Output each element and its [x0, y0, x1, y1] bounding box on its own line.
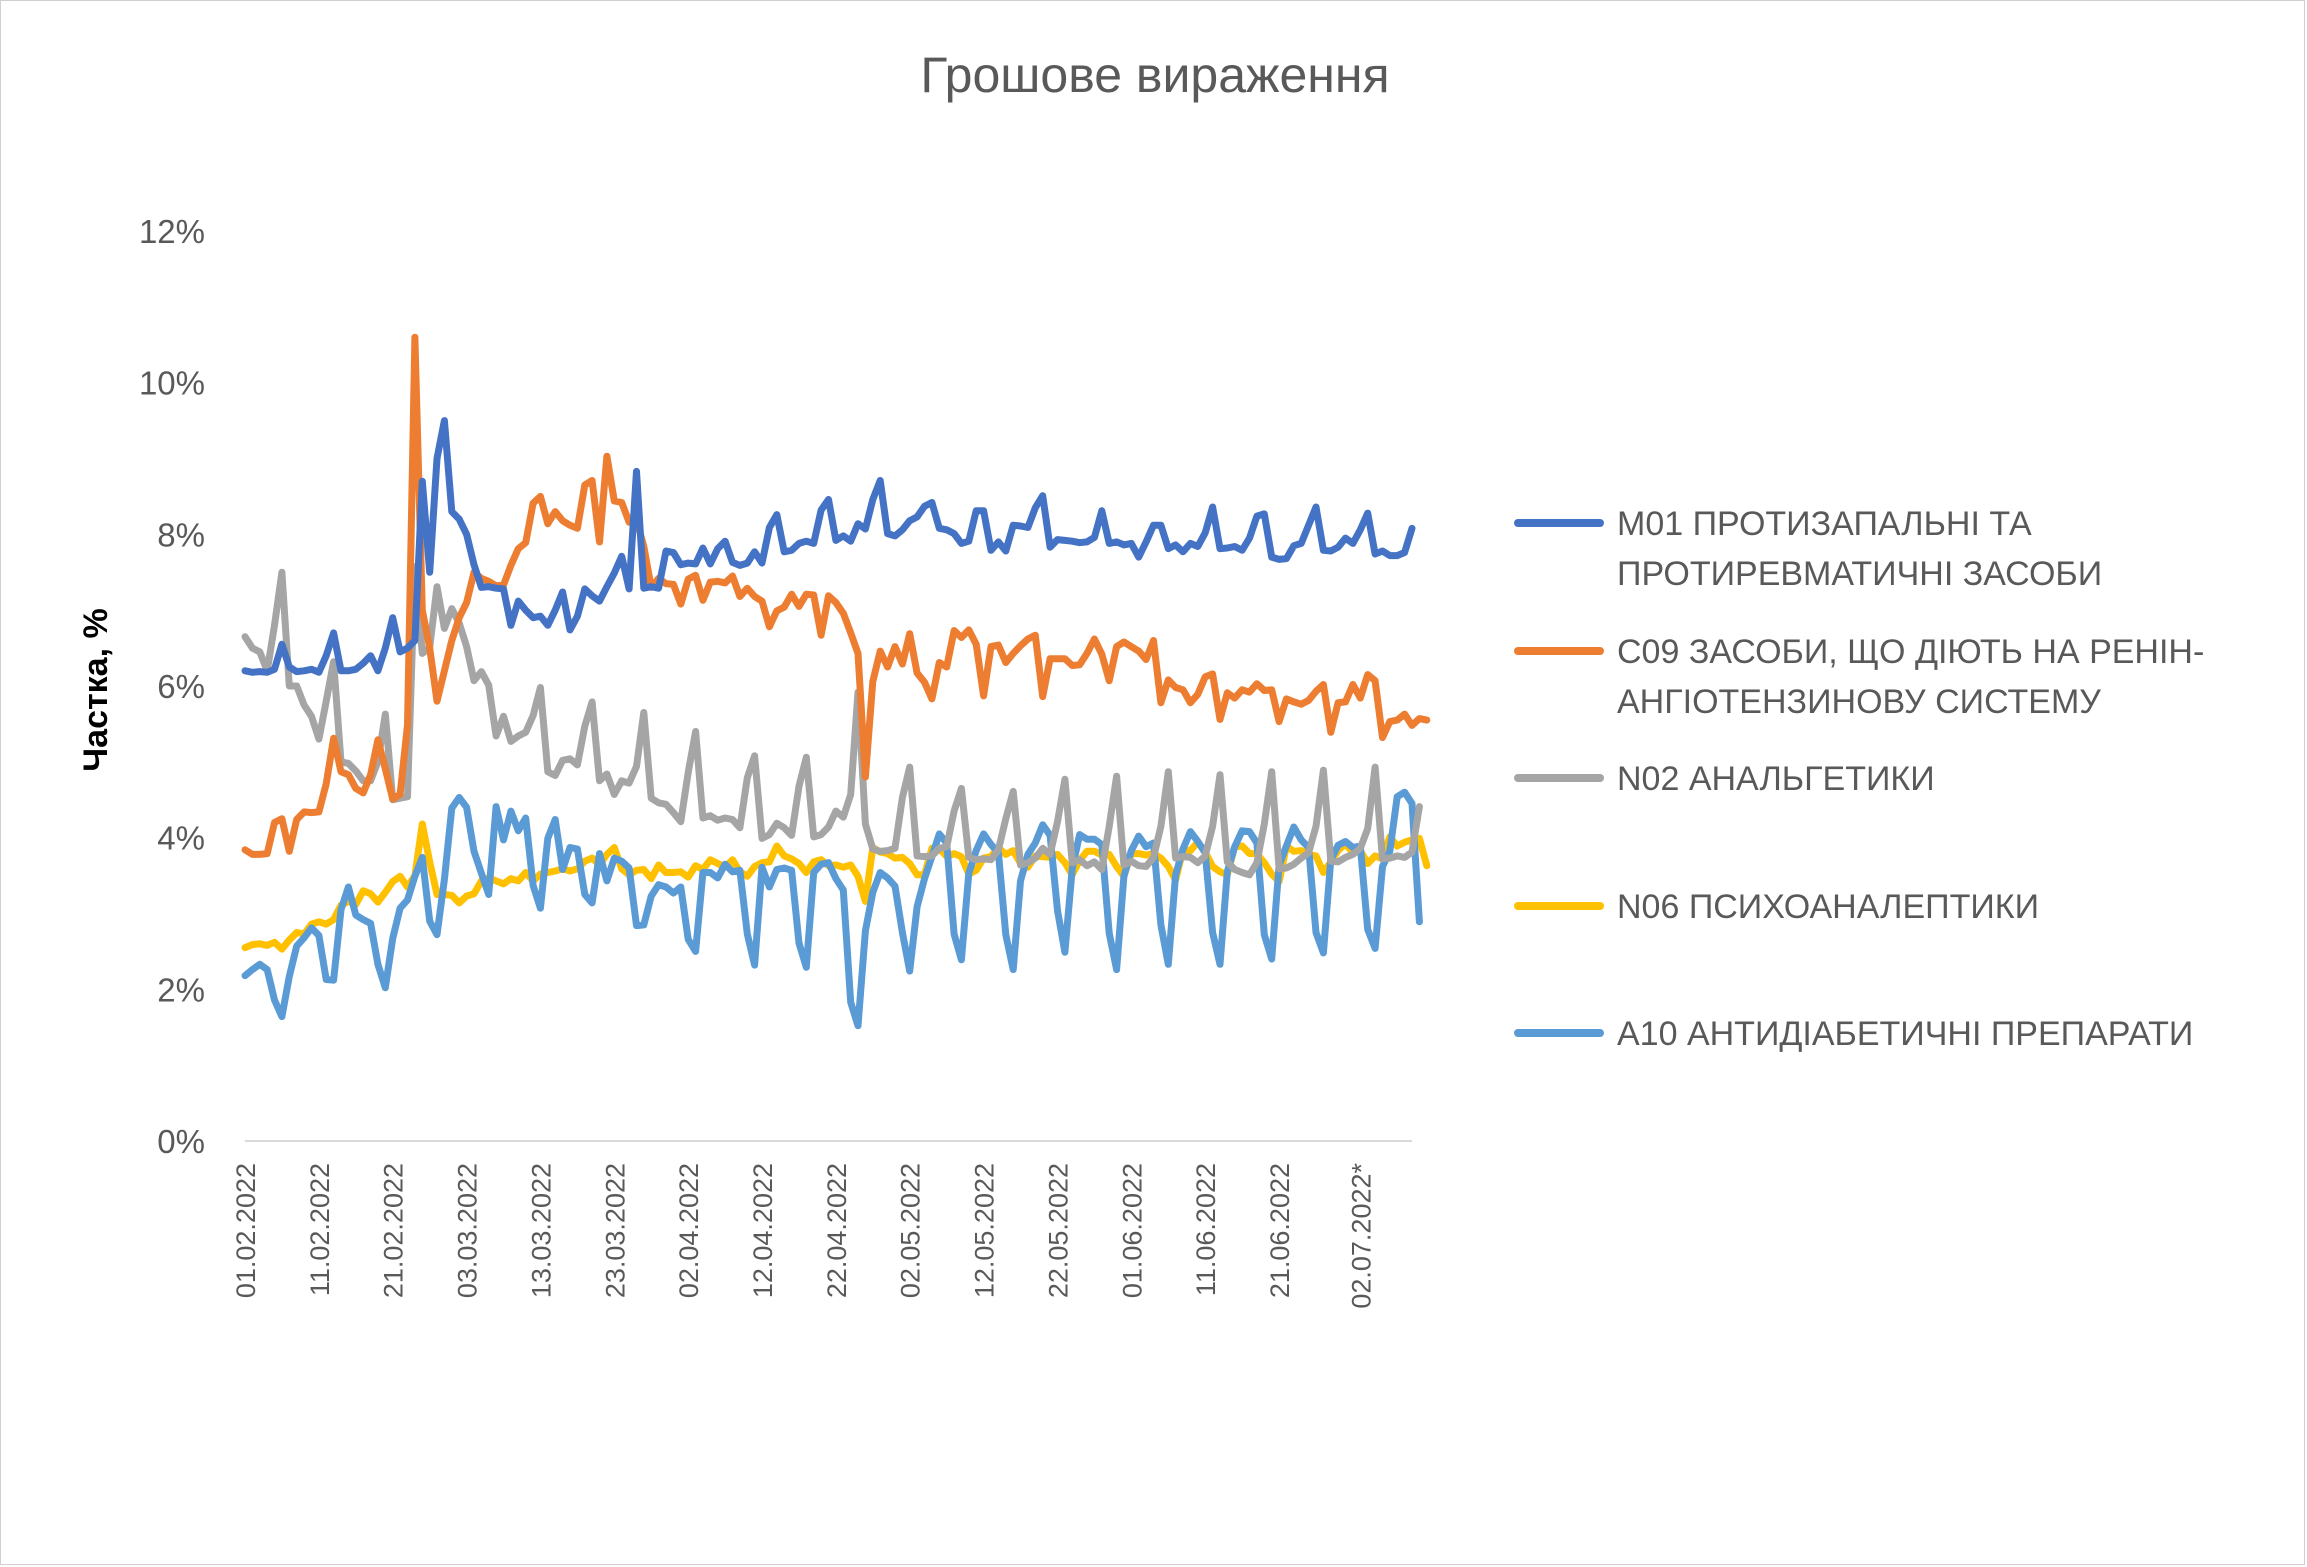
- y-tick-label: 0%: [157, 1123, 205, 1160]
- legend-label: N06 ПСИХОАНАЛЕПТИКИ: [1617, 888, 2039, 926]
- x-tick-label: 11.02.2022: [305, 1163, 335, 1296]
- x-axis-ticks: 01.02.2022 11.02.2022 21.02.2022 03.03.2022…: [231, 1163, 1376, 1309]
- legend-label: N02 АНАЛЬГЕТИКИ: [1617, 760, 1935, 798]
- x-tick-label: 22.04.2022: [822, 1163, 852, 1298]
- x-tick-label: 12.04.2022: [748, 1163, 778, 1298]
- series-lines: [241, 333, 1431, 1030]
- y-tick-label: 2%: [157, 971, 205, 1008]
- legend-label: A10 АНТИДІАБЕТИЧНІ ПРЕПАРАТИ: [1617, 1015, 2193, 1053]
- x-tick-label: 11.06.2022: [1191, 1163, 1221, 1296]
- x-tick-label: 01.02.2022: [231, 1163, 261, 1298]
- legend-label: C09 ЗАСОБИ, ЩО ДІЮТЬ НА РЕНІН-АНГІОТЕНЗИ…: [1617, 633, 2204, 721]
- y-tick-label: 12%: [139, 213, 205, 250]
- x-tick-label: 21.02.2022: [379, 1163, 409, 1298]
- series-line-2: [241, 563, 1423, 879]
- chart-title: Грошове вираження: [920, 47, 1389, 103]
- x-tick-label: 21.06.2022: [1265, 1163, 1295, 1298]
- y-tick-label: 10%: [139, 365, 205, 402]
- legend-label: M01 ПРОТИЗАПАЛЬНІ ТА ПРОТИРЕВМАТИЧНІ ЗАСО…: [1617, 505, 2102, 593]
- x-tick-label: 12.05.2022: [970, 1163, 1000, 1298]
- y-tick-label: 4%: [157, 820, 205, 857]
- x-tick-label: 03.03.2022: [453, 1163, 483, 1298]
- series-line-0: [241, 417, 1416, 676]
- x-tick-label: 13.03.2022: [526, 1163, 556, 1298]
- x-tick-label: 23.03.2022: [600, 1163, 630, 1298]
- y-axis-label: Частка, %: [77, 608, 115, 771]
- legend: M01 ПРОТИЗАПАЛЬНІ ТА ПРОТИРЕВМАТИЧНІ ЗАСО…: [1514, 505, 2204, 1053]
- series-line-4: [241, 788, 1423, 1030]
- y-tick-label: 8%: [157, 516, 205, 553]
- y-tick-label: 6%: [157, 668, 205, 705]
- x-tick-label: 22.05.2022: [1043, 1163, 1073, 1298]
- x-tick-label: 01.06.2022: [1117, 1163, 1147, 1298]
- y-axis-ticks: 0% 2% 4% 6% 8% 10% 12%: [139, 213, 205, 1160]
- x-tick-label: 02.05.2022: [896, 1163, 926, 1298]
- series-line-1: [241, 333, 1431, 858]
- x-tick-label: 02.04.2022: [674, 1163, 704, 1298]
- x-tick-label: 02.07.2022*: [1346, 1163, 1376, 1309]
